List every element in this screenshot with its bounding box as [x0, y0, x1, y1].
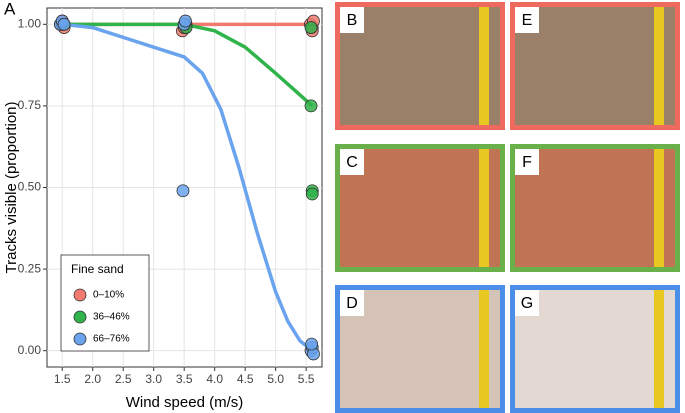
x-tick-label: 1.5: [54, 372, 71, 386]
x-tick-label: 2.0: [84, 372, 101, 386]
photo: [340, 7, 500, 125]
ruler: [654, 149, 664, 267]
photo: [515, 290, 675, 408]
legend-swatch: [73, 288, 87, 302]
y-tick-label: 0.75: [18, 98, 42, 112]
label-box: [340, 149, 364, 175]
x-tick-label: 4.0: [206, 372, 223, 386]
photo: [515, 7, 675, 125]
panel-label: C: [346, 154, 358, 171]
ruler: [479, 290, 489, 408]
legend-swatch: [73, 310, 87, 324]
ruler: [654, 7, 664, 125]
point: [176, 184, 190, 198]
legend-label: 36–46%: [93, 312, 130, 323]
y-tick-label: 1.00: [18, 16, 42, 30]
panel-label: G: [521, 295, 533, 312]
x-tick-label: 2.5: [115, 372, 132, 386]
photo: [340, 290, 500, 408]
x-axis-label: Wind speed (m/s): [126, 394, 244, 411]
legend-title: Fine sand: [71, 262, 124, 276]
x-tick-label: 5.0: [267, 372, 284, 386]
label-box: [515, 149, 539, 175]
panel-label: F: [522, 154, 532, 171]
fit-curve: [62, 22, 314, 353]
legend-label: 66–76%: [93, 334, 130, 345]
label-box: [340, 290, 364, 316]
label-box: [515, 290, 539, 316]
label-box: [340, 7, 364, 33]
point: [305, 337, 319, 351]
panel-label: A: [4, 0, 16, 18]
point: [305, 187, 319, 201]
ruler: [654, 290, 664, 408]
photo: [515, 149, 675, 267]
x-tick-label: 3.5: [176, 372, 193, 386]
x-tick-label: 5.5: [298, 372, 315, 386]
y-tick-label: 0.25: [18, 261, 42, 275]
y-axis-label: Tracks visible (proportion): [3, 102, 20, 274]
ruler: [479, 7, 489, 125]
y-tick-label: 0.00: [18, 343, 42, 357]
legend-swatch: [73, 332, 87, 346]
legend-label: 0–10%: [93, 290, 124, 301]
y-tick-label: 0.50: [18, 180, 42, 194]
point: [304, 21, 318, 34]
point: [179, 14, 192, 28]
panel-label: B: [347, 12, 358, 29]
ruler: [479, 149, 489, 267]
x-tick-label: 3.0: [145, 372, 162, 386]
panel-label: D: [346, 295, 358, 312]
point: [304, 99, 318, 113]
label-box: [515, 7, 539, 33]
panel-label: E: [522, 12, 533, 29]
photo: [340, 149, 500, 267]
point: [57, 17, 71, 31]
x-tick-label: 4.5: [237, 372, 254, 386]
fit-curve: [62, 22, 314, 108]
